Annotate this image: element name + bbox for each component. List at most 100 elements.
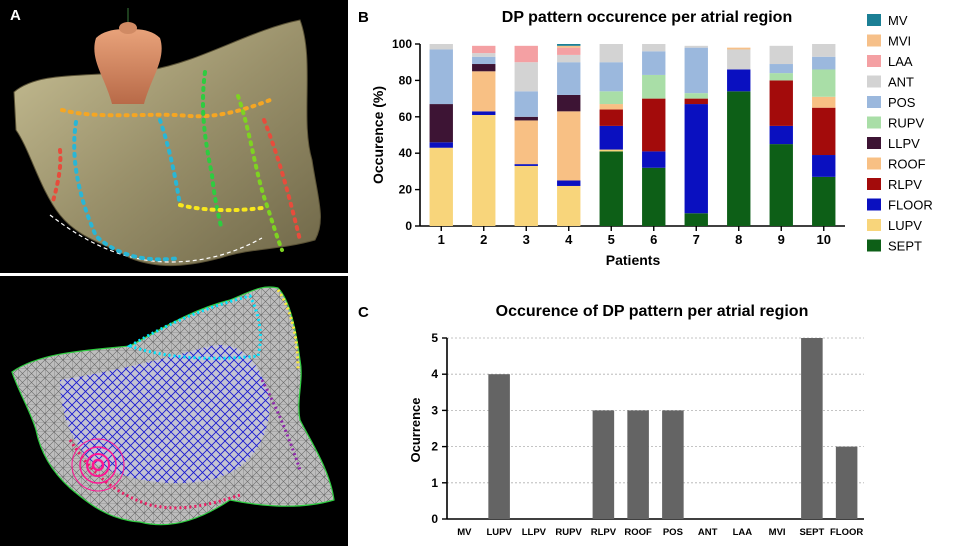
chart-b-legend-label-mvi: MVI xyxy=(888,34,911,49)
chart-b-legend-swatch-ant xyxy=(867,75,881,88)
chart-c-y-tick-label: 3 xyxy=(431,403,438,417)
chart-b-legend-swatch-pos xyxy=(867,96,881,108)
chart-b-legend-swatch-roof xyxy=(867,157,881,170)
chart-b-title: DP pattern occurence per atrial region xyxy=(502,9,792,26)
chart-b-bar-rlpv-p6 xyxy=(642,98,666,152)
chart-c-y-ticks: 0 1 2 3 4 5 xyxy=(431,331,447,526)
chart-b-bar-sept-p5 xyxy=(599,151,623,226)
chart-b-bar-sept-p10 xyxy=(812,176,836,226)
chart-b-bar-roof-p10 xyxy=(812,96,836,108)
chart-b-bar-ant-p10 xyxy=(812,44,836,57)
chart-b-bar-pos-p7 xyxy=(684,47,708,94)
chart-b-bar-floor-p2 xyxy=(472,111,496,115)
chart-b-bar-laa-p2 xyxy=(472,45,496,54)
chart-b-bar-ant-p5 xyxy=(599,44,623,63)
chart-b-x-tick-label: 1 xyxy=(438,232,445,247)
chart-b-bar-floor-p5 xyxy=(599,125,623,150)
chart-b-legend-swatch-floor xyxy=(867,198,881,211)
chart-c-bar-sept xyxy=(801,338,823,519)
chart-b-bar-roof-p2 xyxy=(472,71,496,112)
chart-b-x-tick-label: 8 xyxy=(735,232,742,247)
chart-b-legend-swatch-mv xyxy=(867,14,881,26)
chart-b-legend-swatch-lupv xyxy=(867,219,881,231)
chart-b-bar-ant-p7 xyxy=(684,45,708,48)
chart-c-x-tick-label: ANT xyxy=(698,527,718,538)
chart-b-legend-label-mv: MV xyxy=(888,13,908,28)
chart-b-bar-floor-p1 xyxy=(429,142,453,148)
chart-c-bar-lupv xyxy=(488,374,510,519)
chart-b-bar-rlpv-p9 xyxy=(769,80,793,126)
chart-b-y-tick-label: 60 xyxy=(399,110,413,124)
chart-b-bar-ant-p6 xyxy=(642,44,666,52)
chart-b-bar-rlpv-p7 xyxy=(684,98,708,105)
chart-b-bar-laa-p3 xyxy=(514,45,538,63)
chart-b-y-tick-label: 100 xyxy=(392,37,412,51)
chart-b-x-tick-label: 6 xyxy=(650,232,657,247)
chart-b-legend-label-rupv: RUPV xyxy=(888,116,924,131)
chart-b-legend-label-ant: ANT xyxy=(888,75,914,90)
chart-b-bar-lupv-p1 xyxy=(429,147,453,226)
chart-b-bar-lupv-p5 xyxy=(599,149,623,152)
chart-b-bar-pos-p2 xyxy=(472,56,496,65)
chart-b-bar-sept-p8 xyxy=(727,91,751,226)
panel-c-label: C xyxy=(358,304,369,321)
chart-b-legend-swatch-rupv xyxy=(867,116,881,129)
chart-b-x-tick-label: 5 xyxy=(608,232,615,247)
panel-b-label: B xyxy=(358,9,369,26)
chart-b-bars xyxy=(429,44,836,226)
chart-b-legend-swatch-rlpv xyxy=(867,178,881,190)
chart-b-legend-label-roof: ROOF xyxy=(888,157,926,172)
mesh-target-rings xyxy=(71,438,125,492)
chart-b-legend-swatch-laa xyxy=(867,55,881,67)
chart-c-bar-pos xyxy=(662,410,684,519)
chart-c-x-tick-label: LAA xyxy=(733,527,753,538)
chart-b-bar-pos-p3 xyxy=(514,91,538,117)
chart-c-ylabel: Ocurrence xyxy=(408,397,423,462)
chart-b-bar-rupv-p6 xyxy=(642,74,666,99)
chart-b-bar-ant-p3 xyxy=(514,62,538,92)
chart-b-legend-swatch-llpv xyxy=(867,137,881,149)
chart-c-y-tick-label: 1 xyxy=(431,476,438,490)
chart-b-bar-pos-p5 xyxy=(599,62,623,92)
chart-b-bar-floor-p10 xyxy=(812,155,836,177)
chart-b-bar-floor-p6 xyxy=(642,151,666,168)
chart-b-legend-label-rlpv: RLPV xyxy=(888,177,922,192)
chart-b-xlabel: Patients xyxy=(606,252,661,268)
chart-c-x-tick-label: ROOF xyxy=(624,527,652,538)
panel-b: B DP pattern occurence per atrial region… xyxy=(358,9,933,268)
chart-c-y-tick-label: 5 xyxy=(431,331,438,345)
chart-b-bar-rupv-p10 xyxy=(812,69,836,97)
chart-b-bar-ant-p2 xyxy=(472,53,496,57)
atrium-3d-render xyxy=(13,8,321,266)
chart-c-y-tick-label: 2 xyxy=(431,440,438,454)
chart-b-bar-mv-p4 xyxy=(557,44,581,46)
chart-b-bar-pos-p9 xyxy=(769,64,793,74)
chart-b-bar-ant-p4 xyxy=(557,54,581,63)
chart-b-bar-floor-p9 xyxy=(769,125,793,145)
chart-b-legend-label-laa: LAA xyxy=(888,54,913,69)
chart-b-legend-label-pos: POS xyxy=(888,95,916,110)
chart-c-x-tick-label: SEPT xyxy=(799,527,824,538)
chart-c-x-tick-label: POS xyxy=(663,527,683,538)
chart-b-bar-pos-p6 xyxy=(642,51,666,75)
chart-c-y-tick-label: 0 xyxy=(431,512,438,526)
ablation-points xyxy=(50,70,302,262)
chart-b-ylabel: Occurence (%) xyxy=(370,86,386,184)
chart-b-bar-llpv-p3 xyxy=(514,116,538,121)
chart-b-y-tick-label: 40 xyxy=(399,146,413,160)
chart-b-bar-rlpv-p10 xyxy=(812,107,836,156)
panel-a-label: A xyxy=(10,7,21,24)
chart-b-x-tick-label: 7 xyxy=(693,232,700,247)
chart-c-y-tick-label: 4 xyxy=(431,367,438,381)
chart-b-bar-ant-p1 xyxy=(429,44,453,50)
chart-b-bar-sept-p7 xyxy=(684,213,708,226)
chart-b-bar-roof-p3 xyxy=(514,120,538,165)
chart-b-y-ticks: 0 20 40 60 80 100 xyxy=(392,37,420,233)
chart-b-bar-floor-p3 xyxy=(514,164,538,166)
chart-b-x-ticks: 1 2 3 4 5 6 7 8 9 10 xyxy=(438,226,831,247)
chart-b-bar-mvi-p8 xyxy=(727,47,751,50)
chart-c-bar-floor xyxy=(835,446,858,519)
chart-b-x-tick-label: 9 xyxy=(778,232,785,247)
chart-b-bar-floor-p8 xyxy=(727,69,751,92)
chart-b-legend-label-lupv: LUPV xyxy=(888,218,922,233)
